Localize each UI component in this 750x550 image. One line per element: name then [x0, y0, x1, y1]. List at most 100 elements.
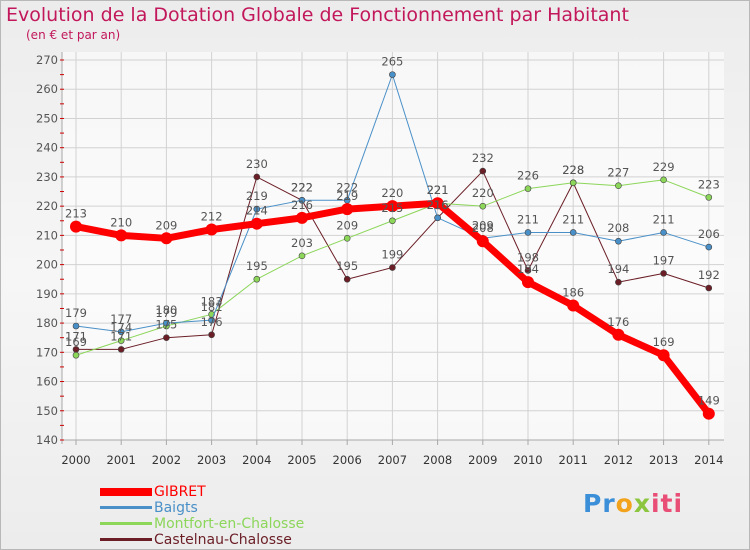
data-point: [569, 229, 577, 236]
data-point: [702, 407, 715, 420]
data-label: 209: [472, 218, 494, 232]
data-label: 211: [653, 212, 675, 226]
data-label: 222: [291, 180, 313, 194]
data-label: 181: [201, 300, 223, 314]
data-label: 228: [562, 163, 584, 177]
legend: GIBRET Baigts Montfort-en-Chalosse Castelna…: [100, 484, 360, 548]
data-label: 222: [291, 180, 313, 194]
data-point: [612, 328, 625, 341]
x-tick-label: 2006: [333, 453, 362, 467]
data-point: [476, 235, 489, 248]
data-point: [298, 252, 306, 260]
y-tick-label: 260: [36, 82, 58, 96]
x-tick-label: 2011: [559, 453, 588, 467]
y-tick-label: 220: [36, 199, 58, 213]
legend-item: Baigts: [100, 500, 360, 516]
data-label: 219: [336, 189, 358, 203]
x-tick-label: 2003: [197, 453, 226, 467]
data-label: 174: [110, 321, 132, 335]
data-label: 220: [472, 186, 494, 200]
data-label: 210: [110, 215, 132, 229]
data-label: 265: [381, 55, 403, 69]
data-label: 211: [517, 212, 539, 226]
data-point: [615, 182, 622, 189]
data-point: [72, 322, 80, 330]
x-tick-label: 2014: [694, 453, 723, 467]
data-point: [163, 319, 170, 327]
data-point: [160, 232, 173, 245]
data-label: 206: [698, 227, 720, 241]
data-label: 219: [246, 189, 268, 203]
data-point: [72, 351, 80, 359]
y-tick-label: 160: [36, 375, 58, 389]
data-label: 228: [562, 163, 584, 177]
legend-label: GIBRET: [154, 484, 206, 500]
data-point: [434, 214, 441, 222]
data-label: 195: [336, 259, 358, 273]
y-tick-label: 270: [36, 53, 58, 67]
data-point: [705, 194, 713, 201]
data-label: 180: [155, 303, 177, 317]
chart-subtitle: (en € et par an): [26, 28, 121, 42]
data-point: [389, 264, 396, 271]
data-point: [660, 270, 667, 277]
data-point: [569, 179, 577, 187]
data-point: [389, 217, 396, 225]
data-point: [298, 197, 306, 204]
x-tick-label: 2010: [513, 453, 542, 467]
data-label: 208: [607, 221, 629, 235]
x-tick-label: 2009: [468, 453, 497, 467]
data-point: [208, 316, 215, 324]
y-tick-label: 210: [36, 228, 58, 242]
logo-part-3: x: [633, 489, 651, 518]
logo-part-2: o: [615, 489, 634, 518]
y-tick-label: 140: [36, 433, 58, 447]
data-point: [660, 229, 667, 236]
data-label: 215: [381, 201, 403, 215]
data-point: [115, 229, 128, 242]
data-label: 175: [155, 318, 177, 332]
data-point: [705, 243, 713, 251]
y-tick-label: 150: [36, 404, 58, 418]
legend-swatch: [100, 522, 152, 525]
data-point: [253, 173, 261, 181]
data-point: [705, 284, 713, 292]
data-label: 230: [246, 157, 268, 171]
y-tick-label: 180: [36, 316, 58, 330]
data-label: 221: [427, 183, 449, 197]
data-point: [615, 278, 622, 286]
proxiti-logo: Proxiti: [583, 489, 683, 518]
data-label: 171: [110, 329, 132, 343]
x-tick-label: 2012: [604, 453, 633, 467]
plot-area: [62, 52, 724, 440]
data-point: [479, 167, 487, 175]
x-tick-label: 2001: [107, 453, 136, 467]
logo-part-4: iti: [650, 489, 684, 518]
data-point: [341, 203, 354, 216]
data-label: 216: [427, 198, 449, 212]
data-label: 169: [653, 335, 675, 349]
data-point: [386, 200, 399, 213]
data-point: [250, 217, 263, 230]
data-label: 226: [517, 169, 539, 183]
data-label: 194: [607, 262, 629, 276]
data-label: 203: [291, 236, 313, 250]
data-label: 149: [698, 394, 720, 408]
data-label: 183: [201, 294, 223, 308]
logo-part-1: Pr: [583, 489, 616, 518]
y-tick-label: 200: [36, 258, 58, 272]
data-label: 227: [607, 166, 629, 180]
data-point: [70, 220, 82, 233]
data-point: [253, 275, 261, 283]
legend-swatch: [100, 506, 152, 509]
data-label: 216: [427, 198, 449, 212]
series-gibret: [70, 197, 715, 420]
data-label: 186: [562, 286, 584, 300]
data-label: 229: [653, 160, 675, 174]
data-label: 223: [698, 177, 720, 191]
data-label: 198: [517, 250, 539, 264]
x-tick-label: 2008: [423, 453, 452, 467]
data-label: 211: [562, 212, 584, 226]
data-point: [163, 334, 170, 341]
data-point: [660, 176, 667, 184]
